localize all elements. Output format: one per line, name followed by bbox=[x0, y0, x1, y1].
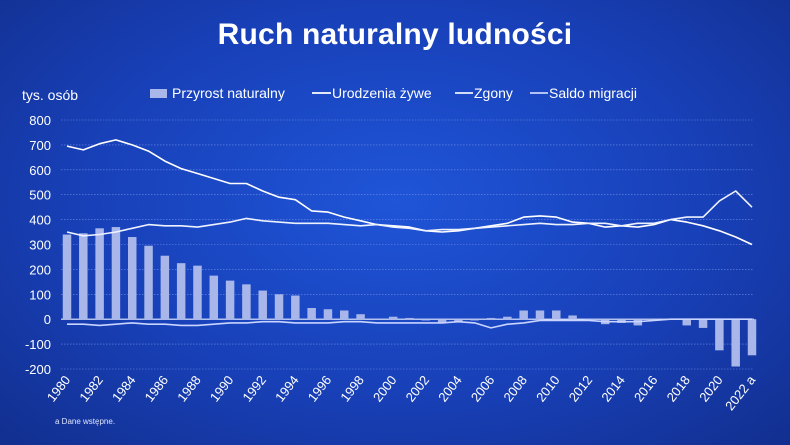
bar-przyrost bbox=[62, 234, 72, 320]
legend-label-saldo: Saldo migracji bbox=[549, 85, 637, 101]
y-axis: 800 700 600 500 400 300 200 100 0 -100 -200 bbox=[25, 113, 51, 377]
x-tick-label: 1998 bbox=[337, 373, 367, 405]
bar-przyrost bbox=[715, 319, 724, 351]
bar-przyrost bbox=[242, 284, 251, 320]
bar-przyrost bbox=[144, 245, 153, 320]
x-tick-label: 2008 bbox=[500, 373, 530, 405]
x-tick-label: 1986 bbox=[142, 373, 172, 405]
bar-przyrost bbox=[176, 263, 186, 320]
x-tick-label: 1988 bbox=[174, 373, 204, 405]
bar-przyrost bbox=[388, 316, 398, 320]
bar-przyrost bbox=[258, 290, 267, 320]
bar-przyrost bbox=[470, 319, 479, 321]
grid bbox=[61, 119, 754, 370]
legend-label-zgony: Zgony bbox=[474, 85, 513, 101]
bar-przyrost bbox=[160, 255, 170, 320]
y-tick-label: -200 bbox=[25, 362, 51, 377]
x-tick-label: 2014 bbox=[598, 373, 628, 405]
x-tick-label: 2002 bbox=[403, 373, 433, 405]
x-tick-label: 2016 bbox=[631, 373, 661, 405]
legend-label-przyrost: Przyrost naturalny bbox=[172, 85, 285, 101]
footnote: a Dane wstępne. bbox=[55, 417, 115, 426]
bar-przyrost bbox=[519, 310, 528, 320]
y-axis-label: tys. osób bbox=[22, 87, 78, 103]
bar-przyrost bbox=[584, 319, 594, 320]
y-tick-label: 800 bbox=[29, 113, 51, 128]
bar-przyrost bbox=[421, 319, 431, 321]
legend-label-urodzenia: Urodzenia żywe bbox=[332, 85, 432, 101]
bar-przyrost bbox=[486, 317, 496, 320]
bar-przyrost bbox=[552, 310, 561, 320]
bar-przyrost bbox=[127, 237, 137, 320]
legend-swatch-przyrost bbox=[150, 89, 167, 98]
chart-title: Ruch naturalny ludności bbox=[217, 18, 573, 51]
bar-przyrost bbox=[454, 319, 463, 322]
x-tick-label: 1994 bbox=[272, 373, 302, 405]
bar-przyrost bbox=[209, 275, 219, 320]
x-tick-label: 2022 a bbox=[722, 372, 759, 413]
line-zgony bbox=[66, 190, 753, 237]
y-tick-label: -100 bbox=[25, 337, 51, 352]
x-tick-label: 2020 bbox=[696, 373, 726, 405]
x-tick-label: 2004 bbox=[435, 373, 465, 405]
x-tick-label: 1992 bbox=[239, 373, 269, 405]
x-axis: 1980 1982 1984 1986 1988 1990 1992 1994 1996 1998… bbox=[44, 372, 759, 413]
bar-przyrost bbox=[307, 307, 316, 320]
y-tick-label: 0 bbox=[44, 312, 51, 327]
bar-przyrost bbox=[340, 310, 349, 320]
x-tick-label: 2006 bbox=[468, 373, 498, 405]
bar-przyrost bbox=[747, 319, 757, 356]
line-saldo-migracji bbox=[67, 318, 752, 329]
bar-przyrost bbox=[274, 294, 284, 320]
bar-przyrost bbox=[225, 280, 235, 320]
bar-przyrost bbox=[111, 227, 121, 320]
bar-przyrost bbox=[356, 314, 365, 320]
y-tick-label: 400 bbox=[29, 213, 51, 228]
y-tick-label: 600 bbox=[29, 163, 51, 178]
bar-przyrost bbox=[682, 319, 692, 326]
x-tick-label: 1980 bbox=[44, 373, 74, 405]
bar-przyrost bbox=[193, 265, 202, 320]
bar-przyrost bbox=[568, 315, 577, 320]
bar-przyrost bbox=[731, 319, 740, 367]
bar-przyrost bbox=[437, 319, 447, 323]
bar-przyrost bbox=[372, 319, 382, 320]
bar-przyrost bbox=[323, 309, 333, 320]
bar-przyrost bbox=[405, 317, 414, 320]
x-tick-label: 2010 bbox=[533, 373, 563, 405]
x-tick-label: 2000 bbox=[370, 373, 400, 405]
bar-przyrost bbox=[698, 319, 708, 328]
x-tick-label: 1990 bbox=[207, 373, 237, 405]
lines bbox=[66, 139, 753, 329]
y-tick-label: 700 bbox=[29, 138, 51, 153]
line-urodzenia-zywe bbox=[66, 139, 753, 246]
y-tick-label: 200 bbox=[29, 262, 51, 277]
x-tick-label: 1982 bbox=[76, 373, 106, 405]
bar-przyrost bbox=[291, 295, 300, 320]
bar-przyrost bbox=[503, 316, 512, 320]
bar-przyrost bbox=[79, 233, 88, 320]
y-tick-label: 300 bbox=[29, 238, 51, 253]
x-tick-label: 1984 bbox=[109, 373, 139, 405]
y-tick-label: 500 bbox=[29, 188, 51, 203]
bars-przyrost-naturalny bbox=[62, 227, 757, 367]
x-tick-label: 1996 bbox=[305, 373, 335, 405]
x-tick-label: 2018 bbox=[663, 373, 693, 405]
legend: Przyrost naturalny Urodzenia żywe Zgony … bbox=[150, 85, 637, 101]
bar-przyrost bbox=[95, 228, 104, 320]
y-tick-label: 100 bbox=[29, 287, 51, 302]
x-tick-label: 2012 bbox=[566, 373, 596, 405]
bar-przyrost bbox=[535, 310, 545, 320]
